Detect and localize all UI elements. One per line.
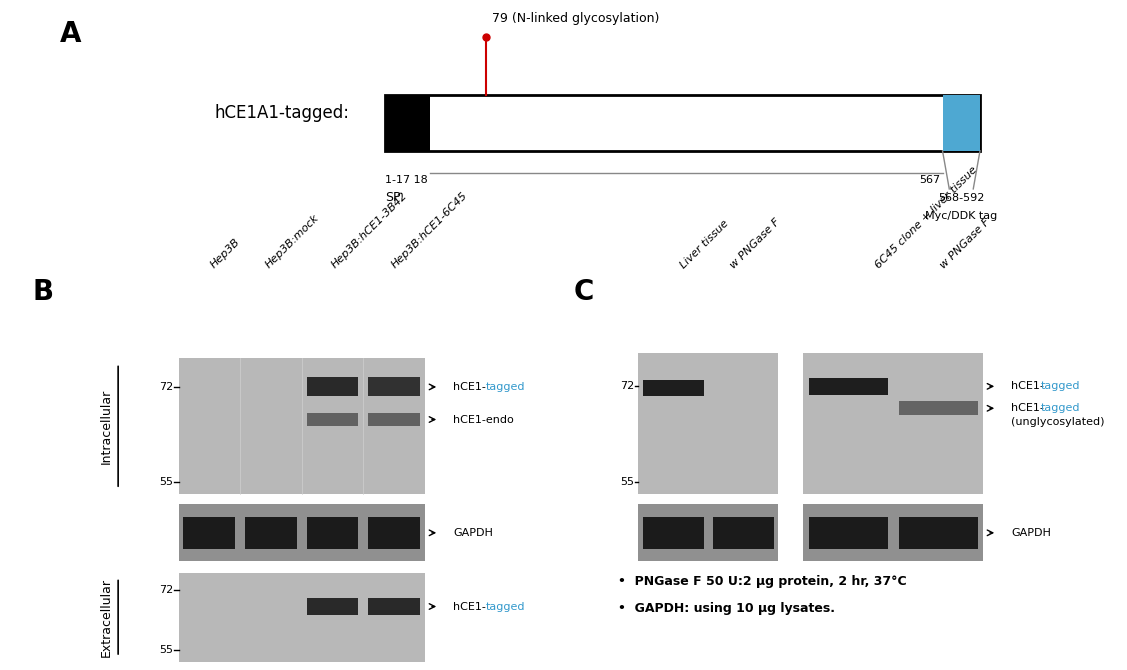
Bar [898,517,978,549]
Text: Myc/DDK tag: Myc/DDK tag [925,211,997,221]
Bar [804,353,983,494]
Text: hCE1-: hCE1- [453,602,486,612]
Bar [307,598,358,614]
Bar [307,377,358,397]
Text: GAPDH: GAPDH [1011,528,1051,538]
Bar [642,380,704,397]
Bar [245,517,296,549]
Text: 79 (N-linked glycosylation): 79 (N-linked glycosylation) [492,12,659,25]
Text: hCE1-: hCE1- [1011,381,1044,391]
Bar [369,517,420,549]
Text: 55: 55 [160,645,174,655]
Text: C: C [574,278,594,306]
Text: Extracellular: Extracellular [100,578,113,657]
Text: 72: 72 [620,381,635,391]
Text: 568-592: 568-592 [938,193,985,203]
Text: tagged: tagged [1041,381,1081,391]
Text: hCE1A1-tagged:: hCE1A1-tagged: [215,104,350,121]
Text: •  GAPDH: using 10 μg lysates.: • GAPDH: using 10 μg lysates. [619,602,835,614]
Bar [178,504,425,561]
Bar [178,572,425,662]
Text: GAPDH: GAPDH [453,528,494,538]
Text: tagged: tagged [486,602,525,612]
Bar [178,358,425,494]
Text: B: B [33,278,54,306]
Text: 1-17 18: 1-17 18 [385,175,428,185]
Text: Hep3B:hCE1-6C45: Hep3B:hCE1-6C45 [390,190,470,270]
Text: Hep3B: Hep3B [208,237,242,270]
Text: 55: 55 [160,477,174,487]
Text: Intracellular: Intracellular [100,389,113,464]
Bar [804,504,983,561]
Text: A: A [60,20,81,48]
Text: Liver tissue: Liver tissue [678,218,730,270]
Text: 567: 567 [920,175,941,185]
Text: Hep3B:mock: Hep3B:mock [264,212,321,270]
Bar [638,353,779,494]
Text: 55: 55 [621,477,635,487]
Text: hCE1-endo: hCE1-endo [453,415,514,425]
Bar [638,504,779,561]
Bar [385,96,980,151]
Bar [809,517,888,549]
Bar [385,96,429,151]
Bar [307,517,358,549]
Text: w PNGase F: w PNGase F [938,216,992,270]
Bar [369,598,420,614]
Bar [184,517,236,549]
Bar [898,401,978,415]
Bar [369,377,420,397]
Text: Hep3B:hCE1-3B42: Hep3B:hCE1-3B42 [329,190,409,270]
Text: tagged: tagged [1041,403,1081,413]
Text: tagged: tagged [486,382,525,392]
Bar [642,517,704,549]
Bar [369,413,420,426]
Text: hCE1-: hCE1- [1011,403,1044,413]
Text: •  PNGase F 50 U:2 μg protein, 2 hr, 37°C: • PNGase F 50 U:2 μg protein, 2 hr, 37°C [619,574,907,588]
Text: hCE1-: hCE1- [453,382,486,392]
Text: 72: 72 [159,382,174,392]
Bar [307,413,358,426]
Bar [942,96,980,151]
Bar [712,517,774,549]
Text: SP: SP [385,191,400,204]
Bar [809,378,888,395]
Text: 6C45 clone + liver tissue: 6C45 clone + liver tissue [873,164,979,270]
Text: w PNGase F: w PNGase F [728,216,782,270]
Text: (unglycosylated): (unglycosylated) [1011,417,1104,427]
Text: 72: 72 [159,586,174,596]
